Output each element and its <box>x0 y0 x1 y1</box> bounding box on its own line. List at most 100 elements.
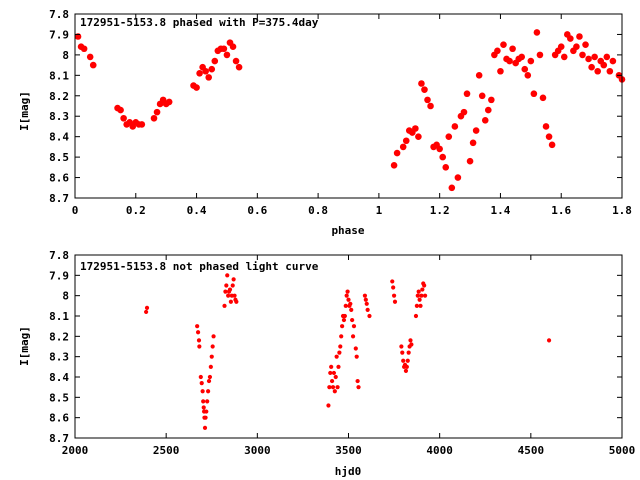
data-point <box>420 287 425 292</box>
data-point <box>536 51 544 59</box>
data-point <box>421 86 428 93</box>
x-tick-label: 0 <box>72 204 79 217</box>
data-point <box>89 61 97 69</box>
data-point <box>234 299 239 304</box>
data-point <box>349 307 354 312</box>
data-point <box>165 98 173 106</box>
data-point <box>606 67 614 75</box>
data-point <box>193 84 200 91</box>
x-tick-label: 4000 <box>426 444 453 457</box>
data-point <box>466 157 474 165</box>
data-point <box>338 344 343 349</box>
data-point <box>223 51 231 59</box>
unphased-y-axis-label: I[mag] <box>18 326 31 366</box>
data-point <box>533 29 541 36</box>
data-point <box>351 324 357 329</box>
data-point <box>196 69 203 77</box>
x-tick-label: 3000 <box>244 444 271 457</box>
data-point <box>202 425 208 430</box>
data-point <box>235 63 243 71</box>
data-point <box>585 55 592 63</box>
data-point <box>408 338 413 343</box>
data-point <box>484 106 492 114</box>
x-tick-label: 0.2 <box>126 204 146 217</box>
y-tick-label: 8.5 <box>49 391 69 404</box>
data-point <box>424 96 431 104</box>
data-point <box>232 293 237 298</box>
data-point <box>220 45 228 53</box>
data-point <box>328 370 333 376</box>
data-point <box>417 297 422 302</box>
data-point <box>334 354 339 359</box>
unphased-axis-ticks: 2000 2500 3000 3500 4000 4500 5000 7.8 7.9 8 8.1 8.… <box>49 249 635 457</box>
data-point <box>415 293 420 298</box>
data-point <box>539 94 547 102</box>
data-point <box>406 350 411 355</box>
data-point <box>120 114 127 122</box>
data-point <box>362 293 368 298</box>
data-point <box>422 283 427 288</box>
data-point <box>346 297 351 302</box>
data-point <box>335 385 340 390</box>
data-point <box>206 389 211 394</box>
data-point <box>469 139 477 147</box>
data-point <box>404 364 409 369</box>
data-point <box>339 334 344 339</box>
data-point <box>409 342 414 347</box>
data-point <box>329 378 335 384</box>
data-point <box>332 389 337 394</box>
x-tick-label: 0.6 <box>247 204 267 217</box>
data-point <box>210 344 215 349</box>
data-point <box>545 133 553 140</box>
data-point <box>463 90 471 98</box>
data-point <box>203 415 208 420</box>
data-point <box>331 370 337 376</box>
data-point <box>365 307 370 312</box>
data-point <box>582 41 589 48</box>
data-point <box>560 53 568 61</box>
data-point <box>418 303 423 308</box>
data-point <box>609 57 617 65</box>
data-point <box>353 346 358 351</box>
x-tick-label: 1.8 <box>612 204 632 217</box>
data-point <box>530 90 538 98</box>
data-point <box>405 358 410 363</box>
data-point <box>231 277 236 282</box>
data-point <box>475 72 483 79</box>
data-point <box>195 324 200 329</box>
data-point <box>427 102 434 110</box>
data-point <box>416 289 421 294</box>
x-tick-label: 1 <box>376 204 383 217</box>
data-point <box>594 67 601 75</box>
data-point <box>412 125 419 132</box>
y-tick-label: 8.1 <box>49 69 69 82</box>
data-point <box>201 399 206 404</box>
data-point <box>345 289 350 294</box>
y-tick-label: 8 <box>62 290 69 303</box>
y-tick-label: 8.5 <box>49 151 69 164</box>
data-point <box>391 285 396 290</box>
data-point <box>591 53 598 61</box>
data-point <box>348 301 353 306</box>
phased-plot-frame <box>74 13 623 199</box>
data-point <box>454 174 462 181</box>
data-point <box>336 364 341 369</box>
data-point <box>80 45 88 53</box>
data-point <box>367 313 372 319</box>
data-point <box>144 309 149 315</box>
data-point <box>391 293 397 298</box>
data-point <box>211 57 219 65</box>
data-point <box>494 47 501 55</box>
data-point <box>329 364 334 369</box>
data-point <box>150 114 158 122</box>
x-tick-label: 0.8 <box>308 204 328 217</box>
data-point <box>211 334 216 339</box>
y-tick-label: 7.9 <box>49 269 69 282</box>
data-point <box>209 354 214 359</box>
x-tick-label: 1.4 <box>491 204 511 217</box>
data-point <box>333 374 338 380</box>
data-point <box>205 399 210 404</box>
data-point <box>327 385 332 390</box>
